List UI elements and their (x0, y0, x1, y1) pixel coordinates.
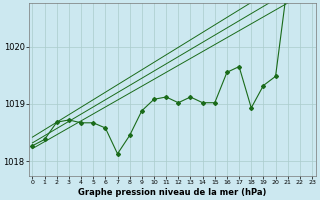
X-axis label: Graphe pression niveau de la mer (hPa): Graphe pression niveau de la mer (hPa) (78, 188, 267, 197)
